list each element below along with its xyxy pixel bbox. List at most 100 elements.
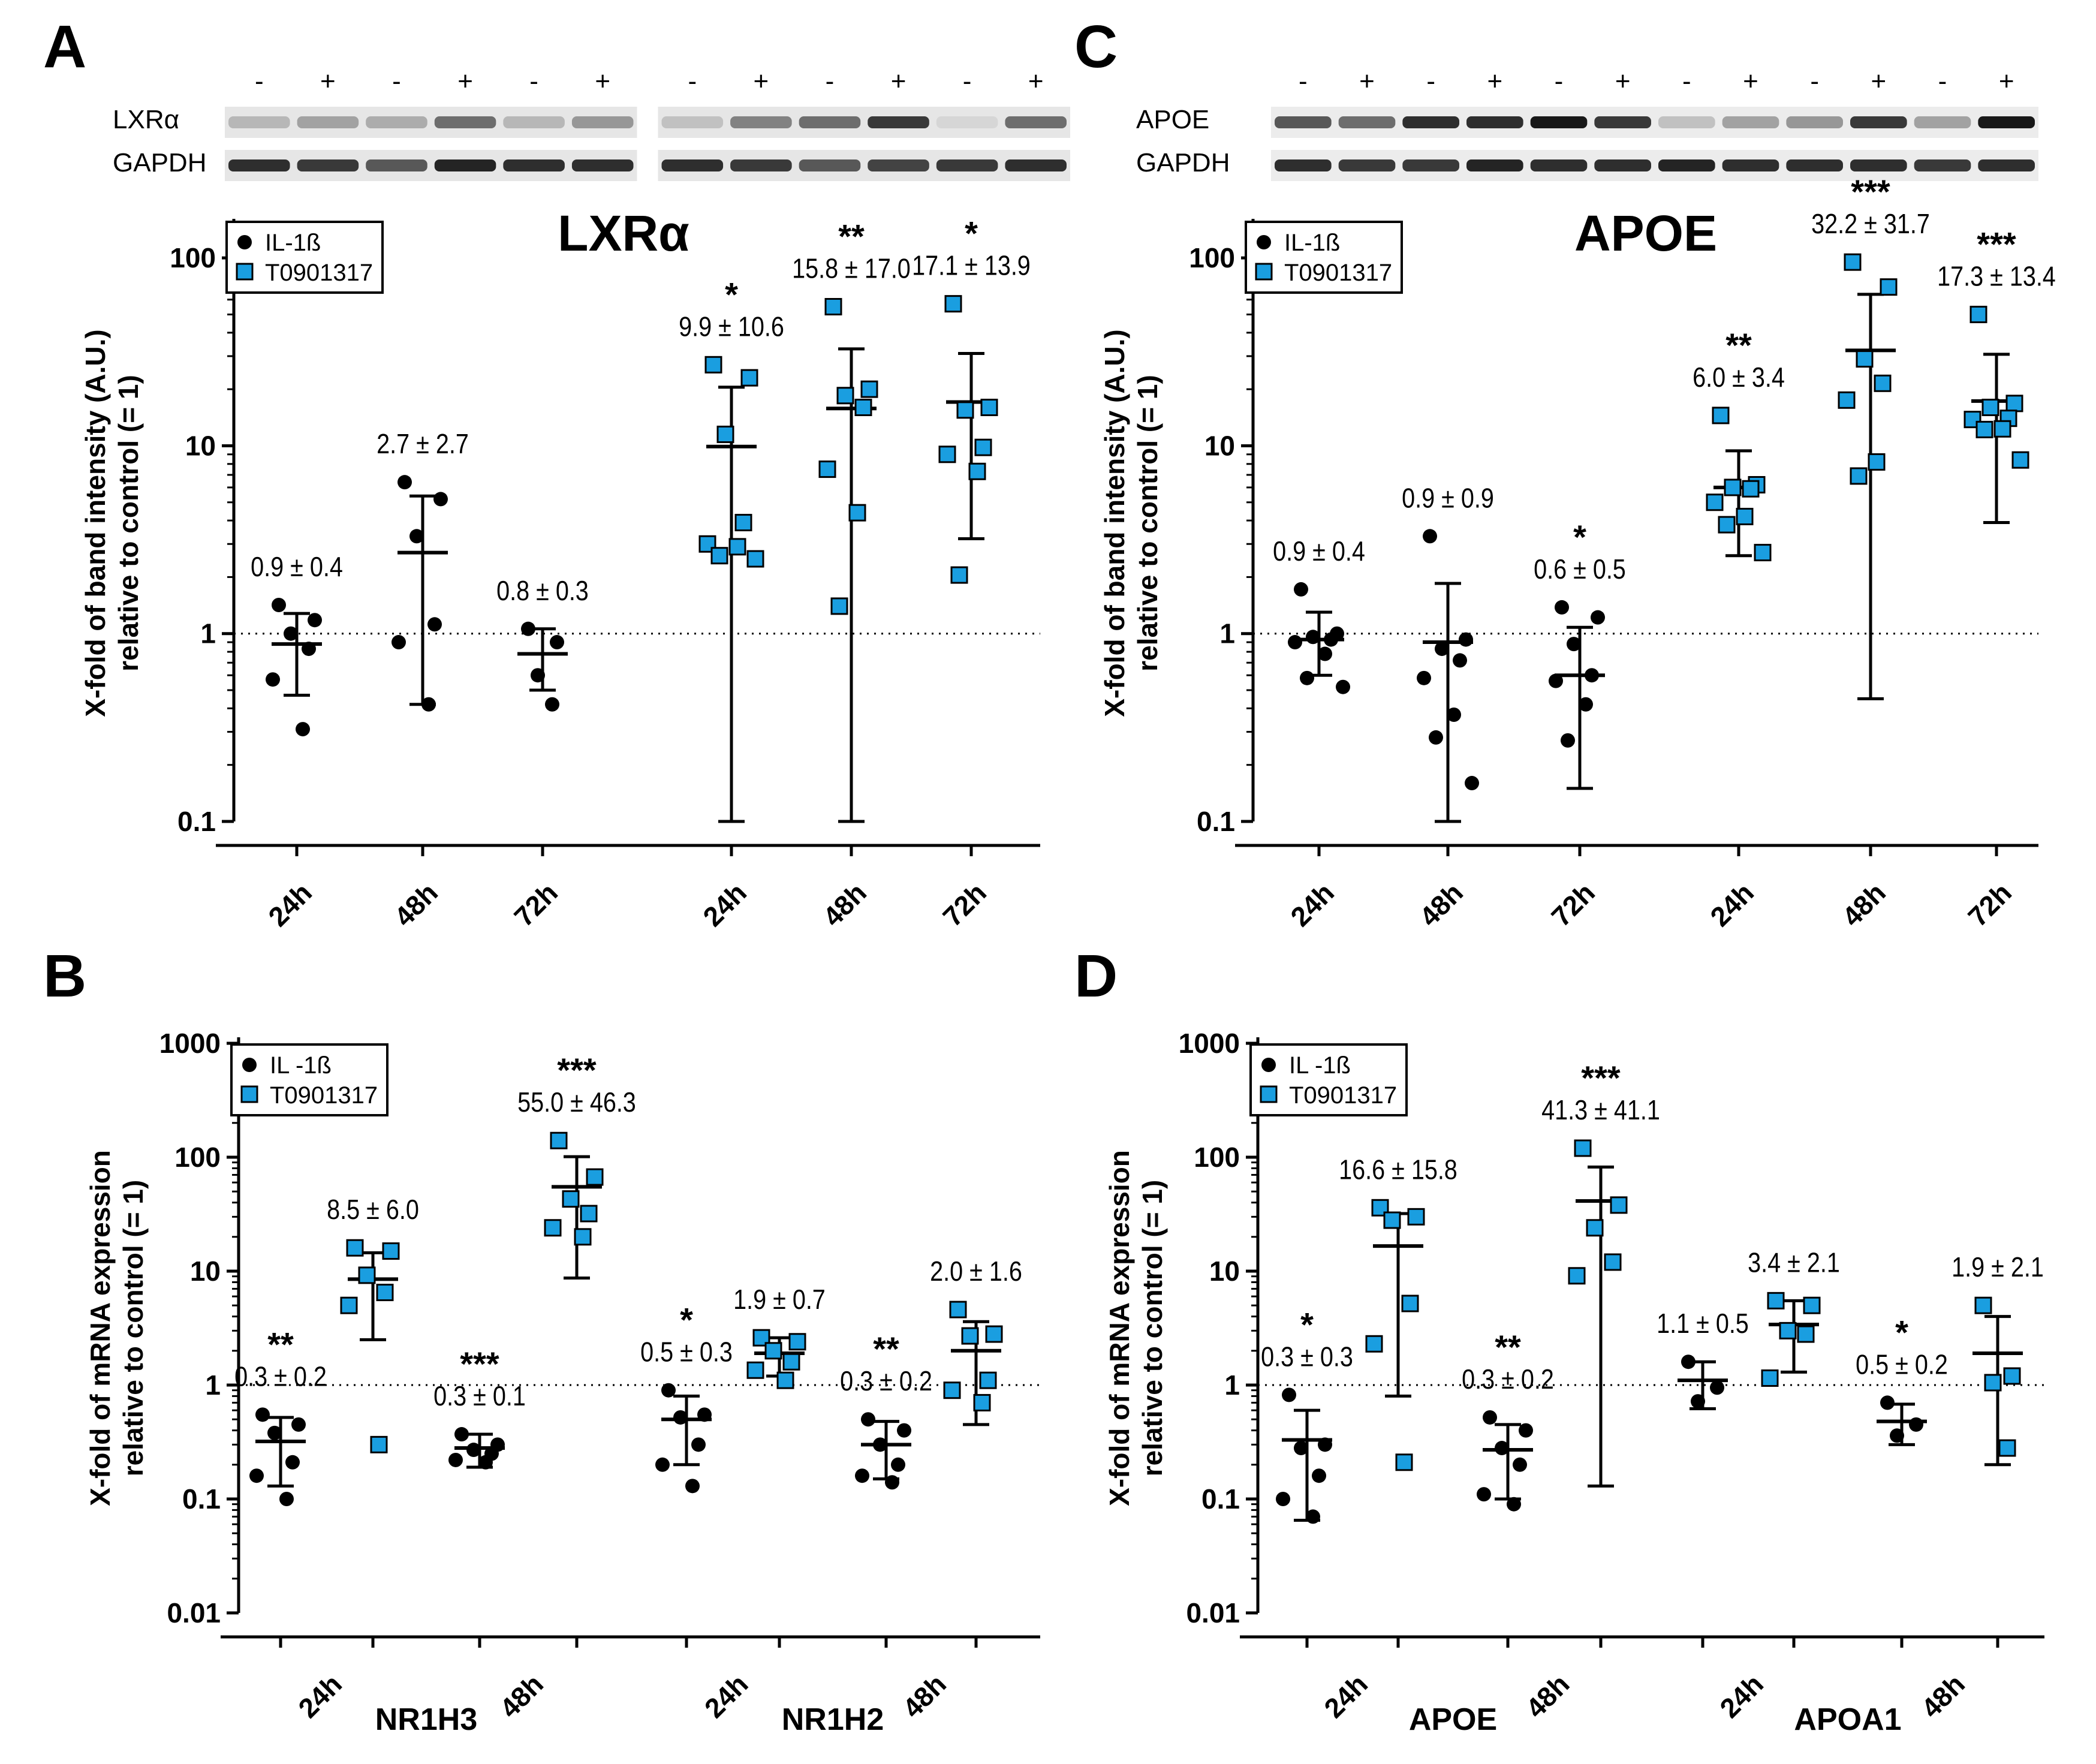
data-point-square	[586, 1168, 604, 1186]
data-point-circle	[1579, 697, 1593, 712]
blot-band	[434, 116, 496, 128]
x-tick-label: 24h	[1704, 877, 1760, 932]
data-point-square	[2011, 451, 2029, 469]
axes: 0.01 0.1 1 10 100 1000 X-fold of mRNA expressi…	[1104, 1028, 2044, 1639]
data-point-circle	[1300, 670, 1314, 685]
data-point-circle	[521, 621, 535, 636]
blot-lane-sign: -	[1810, 67, 1819, 96]
legend-t0901317-marker	[1255, 263, 1273, 281]
data-group: 0.3 ± 0.3* 24h	[1261, 1305, 1374, 1724]
data-group: 1.9 ± 2.1	[1952, 1252, 2044, 1648]
data-point-square	[830, 597, 848, 615]
blot-band	[366, 116, 427, 128]
panel-letter-b: B	[43, 943, 86, 1010]
data-point-square	[1754, 544, 1772, 562]
y-tick-label: 0.1	[177, 806, 216, 837]
y-tick-label: 10	[1204, 430, 1235, 461]
data-point-square	[968, 462, 986, 480]
legend-il1b-label: IL -1ß	[270, 1052, 332, 1079]
data-point-circle	[1477, 1487, 1491, 1502]
data-point-circle	[478, 1455, 493, 1470]
data-point-circle	[1519, 1423, 1533, 1438]
legend-t0901317-label: T0901317	[270, 1082, 378, 1109]
mean-sd-label: 0.6 ± 0.5	[1534, 554, 1626, 585]
data-point-square	[1797, 1325, 1815, 1343]
significance-stars: ***	[1977, 225, 2016, 263]
data-point-square	[1993, 420, 2011, 438]
blot-band	[1594, 116, 1651, 128]
data-point-circle	[1282, 1387, 1296, 1402]
data-point-square	[376, 1284, 394, 1302]
data-point-square	[1761, 1369, 1779, 1387]
data-point-square	[716, 425, 734, 443]
data-point-circle	[661, 1383, 676, 1398]
data-point-circle	[296, 722, 310, 737]
mean-sd-label: 0.3 ± 0.2	[840, 1366, 932, 1396]
data-point-square	[1407, 1208, 1425, 1226]
data-point-circle	[272, 598, 286, 613]
data-point-square	[1706, 493, 1724, 511]
significance-stars: **	[873, 1330, 899, 1368]
significance-stars: *	[1300, 1305, 1314, 1343]
blot-lane-sign: +	[754, 67, 769, 96]
blot-band	[868, 116, 929, 128]
blot-strip	[1271, 107, 2038, 138]
data-group: 55.0 ± 46.3***	[517, 1051, 636, 1648]
data-point-square	[944, 295, 962, 313]
data-point-circle	[1710, 1380, 1724, 1395]
y-tick-label: 10	[190, 1256, 221, 1287]
blot-band	[1275, 159, 1332, 171]
y-tick-label: 100	[1189, 242, 1235, 273]
blot-band	[868, 159, 929, 171]
significance-stars: ***	[460, 1345, 499, 1383]
panel-letter-d: D	[1074, 943, 1118, 1010]
y-tick-label: 10	[185, 430, 216, 461]
blot-lane-sign: +	[1028, 67, 1044, 96]
x-tick-label: 48h	[1520, 1668, 1576, 1724]
legend: IL-1ß T0901317	[1245, 221, 1403, 294]
blot-lane-sign: +	[891, 67, 907, 96]
data-point-square	[854, 398, 872, 416]
x-tick-label: 48h	[388, 877, 444, 932]
legend: IL-1ß T0901317	[225, 221, 384, 294]
data-point-circle	[267, 1425, 282, 1440]
blot-band	[1594, 159, 1651, 171]
mean-sd-label: 0.3 ± 0.1	[433, 1381, 526, 1411]
data-point-square	[943, 1381, 961, 1399]
blot-band	[1850, 116, 1907, 128]
blot-band	[799, 116, 861, 128]
blot-band	[434, 159, 496, 171]
mean-sd-label: 0.3 ± 0.3	[1261, 1342, 1353, 1372]
mean-sd-label: 55.0 ± 46.3	[517, 1087, 636, 1118]
data-point-circle	[249, 1468, 264, 1483]
y-axis-label-line2: relative to control (= 1)	[118, 1180, 149, 1477]
significance-stars: **	[838, 218, 865, 255]
data-point-square	[973, 1393, 991, 1411]
blot-lane-sign: +	[1615, 67, 1631, 96]
data-group: 0.9 ± 0.4 24h	[251, 552, 343, 932]
x-tick-label: 24h	[1318, 1668, 1374, 1724]
data-point-square	[985, 1325, 1003, 1343]
x-tick-label: 48h	[817, 877, 872, 932]
blot-lane-sign: -	[963, 67, 972, 96]
data-point-circle	[409, 529, 424, 544]
chart-title: LXRα	[558, 205, 689, 261]
legend-il1b-label: IL-1ß	[265, 230, 321, 256]
data-point-circle	[1513, 1457, 1527, 1472]
data-point-square	[704, 356, 722, 374]
legend-t0901317-label: T0901317	[1289, 1082, 1397, 1109]
x-tick-label: 72h	[936, 877, 992, 932]
legend-t0901317-label: T0901317	[265, 260, 373, 286]
mean-sd-label: 0.3 ± 0.2	[234, 1362, 327, 1392]
data-point-square	[1856, 350, 1874, 368]
mean-sd-label: 17.3 ± 13.4	[1937, 261, 2056, 292]
data-point-square	[1724, 478, 1742, 496]
mean-sd-label: 0.3 ± 0.2	[1462, 1364, 1554, 1395]
x-tick-label: 72h	[508, 877, 564, 932]
blot-band	[661, 159, 724, 171]
data-point-square	[938, 445, 956, 463]
data-point-circle	[545, 697, 559, 712]
data-point-circle	[1591, 610, 1605, 625]
significance-stars: ***	[1851, 173, 1890, 210]
panel-letter-c: C	[1074, 13, 1118, 80]
